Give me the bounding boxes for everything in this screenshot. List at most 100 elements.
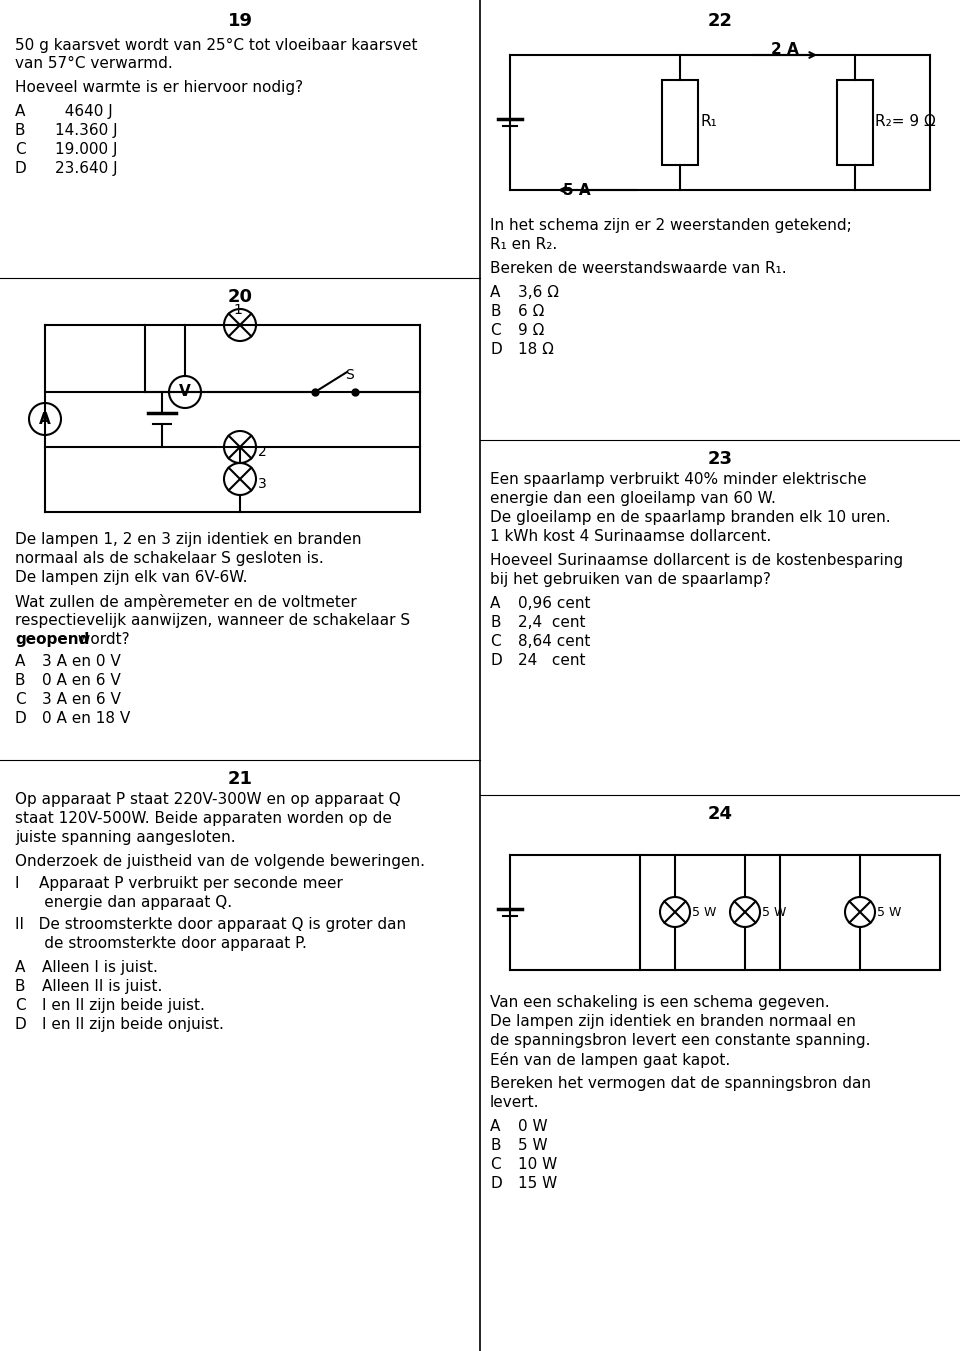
Text: D: D [490,653,502,667]
Text: 0,96 cent: 0,96 cent [518,596,590,611]
Text: 5 A: 5 A [563,182,590,199]
Text: juiste spanning aangesloten.: juiste spanning aangesloten. [15,830,235,844]
Text: 5 W: 5 W [518,1138,547,1152]
Text: 19: 19 [228,12,252,30]
Text: 50 g kaarsvet wordt van 25°C tot vloeibaar kaarsvet: 50 g kaarsvet wordt van 25°C tot vloeiba… [15,38,418,53]
Text: B: B [15,979,26,994]
Text: Een spaarlamp verbruikt 40% minder elektrische: Een spaarlamp verbruikt 40% minder elekt… [490,471,867,486]
Text: A: A [15,961,25,975]
Text: levert.: levert. [490,1096,540,1111]
Text: 5 W: 5 W [877,905,901,919]
Text: II   De stroomsterkte door apparaat Q is groter dan: II De stroomsterkte door apparaat Q is g… [15,917,406,932]
Text: Eén van de lampen gaat kapot.: Eén van de lampen gaat kapot. [490,1052,731,1069]
Text: 0 W: 0 W [518,1119,547,1133]
Text: A: A [15,654,25,669]
Bar [837,80,873,165]
Text: 1 kWh kost 4 Surinaamse dollarcent.: 1 kWh kost 4 Surinaamse dollarcent. [490,530,771,544]
Text: staat 120V-500W. Beide apparaten worden op de: staat 120V-500W. Beide apparaten worden … [15,811,392,825]
Text: Bereken de weerstandswaarde van R₁.: Bereken de weerstandswaarde van R₁. [490,261,786,276]
Text: wordt?: wordt? [73,632,130,647]
Text: B: B [490,615,500,630]
Text: Alleen I is juist.: Alleen I is juist. [42,961,157,975]
Text: B: B [15,673,26,688]
Text: 21: 21 [228,770,252,788]
Text: C: C [490,1156,500,1173]
Text: energie dan een gloeilamp van 60 W.: energie dan een gloeilamp van 60 W. [490,490,776,507]
Text: Alleen II is juist.: Alleen II is juist. [42,979,162,994]
Text: 5 W: 5 W [762,905,786,919]
Text: In het schema zijn er 2 weerstanden getekend;: In het schema zijn er 2 weerstanden gete… [490,218,852,232]
Text: D: D [490,342,502,357]
Text: 3: 3 [258,477,267,490]
Text: respectievelijk aanwijzen, wanneer de schakelaar S: respectievelijk aanwijzen, wanneer de sc… [15,613,410,628]
Text: R₁: R₁ [700,115,717,130]
Text: I    Apparaat P verbruikt per seconde meer: I Apparaat P verbruikt per seconde meer [15,875,343,892]
Text: De lampen 1, 2 en 3 zijn identiek en branden: De lampen 1, 2 en 3 zijn identiek en bra… [15,532,362,547]
Text: D: D [15,1017,27,1032]
Text: A: A [39,412,51,427]
Text: Van een schakeling is een schema gegeven.: Van een schakeling is een schema gegeven… [490,994,829,1011]
Text: 6 Ω: 6 Ω [518,304,544,319]
Text: V: V [180,385,191,400]
Text: C: C [490,634,500,648]
Text: A: A [490,1119,500,1133]
Text: R₁ en R₂.: R₁ en R₂. [490,236,557,253]
Text: Hoeveel Surinaamse dollarcent is de kostenbesparing: Hoeveel Surinaamse dollarcent is de kost… [490,553,903,567]
Text: 14.360 J: 14.360 J [55,123,118,138]
Text: bij het gebruiken van de spaarlamp?: bij het gebruiken van de spaarlamp? [490,571,771,586]
Text: De lampen zijn identiek en branden normaal en: De lampen zijn identiek en branden norma… [490,1015,856,1029]
Text: Op apparaat P staat 220V-300W en op apparaat Q: Op apparaat P staat 220V-300W en op appa… [15,792,400,807]
Text: 5 W: 5 W [692,905,716,919]
Text: Wat zullen de ampèremeter en de voltmeter: Wat zullen de ampèremeter en de voltmete… [15,594,357,611]
Text: Bereken het vermogen dat de spanningsbron dan: Bereken het vermogen dat de spanningsbro… [490,1075,871,1092]
Text: 0 A en 6 V: 0 A en 6 V [42,673,121,688]
Text: B: B [490,1138,500,1152]
Text: energie dan apparaat Q.: energie dan apparaat Q. [15,894,232,911]
Text: C: C [15,998,26,1013]
Text: 3 A en 6 V: 3 A en 6 V [42,692,121,707]
Text: A: A [490,285,500,300]
Text: D: D [490,1175,502,1192]
Text: 15 W: 15 W [518,1175,557,1192]
Text: A: A [15,104,25,119]
Text: C: C [490,323,500,338]
Text: 22: 22 [708,12,732,30]
Text: D: D [15,161,27,176]
Text: Hoeveel warmte is er hiervoor nodig?: Hoeveel warmte is er hiervoor nodig? [15,80,303,95]
Text: 19.000 J: 19.000 J [55,142,117,157]
Text: 3 A en 0 V: 3 A en 0 V [42,654,121,669]
Text: 0 A en 18 V: 0 A en 18 V [42,711,131,725]
Text: 2 A: 2 A [771,42,799,57]
Text: 1: 1 [233,303,243,317]
Text: normaal als de schakelaar S gesloten is.: normaal als de schakelaar S gesloten is. [15,551,324,566]
Text: 23.640 J: 23.640 J [55,161,118,176]
Text: R₂= 9 Ω: R₂= 9 Ω [875,115,936,130]
Text: 3,6 Ω: 3,6 Ω [518,285,559,300]
Text: 23: 23 [708,450,732,467]
Text: B: B [15,123,26,138]
Text: van 57°C verwarmd.: van 57°C verwarmd. [15,55,173,72]
Text: 24   cent: 24 cent [518,653,586,667]
Text: C: C [15,692,26,707]
Text: 4640 J: 4640 J [55,104,112,119]
Text: 9 Ω: 9 Ω [518,323,544,338]
Text: 10 W: 10 W [518,1156,557,1173]
Text: S: S [345,367,353,382]
Text: B: B [490,304,500,319]
Text: 8,64 cent: 8,64 cent [518,634,590,648]
Text: I en II zijn beide juist.: I en II zijn beide juist. [42,998,204,1013]
Text: D: D [15,711,27,725]
Text: De gloeilamp en de spaarlamp branden elk 10 uren.: De gloeilamp en de spaarlamp branden elk… [490,509,891,526]
Text: C: C [15,142,26,157]
Text: de spanningsbron levert een constante spanning.: de spanningsbron levert een constante sp… [490,1034,871,1048]
Bar [662,80,698,165]
Text: de stroomsterkte door apparaat P.: de stroomsterkte door apparaat P. [15,936,307,951]
Text: 20: 20 [228,288,252,305]
Text: Onderzoek de juistheid van de volgende beweringen.: Onderzoek de juistheid van de volgende b… [15,854,425,869]
Text: De lampen zijn elk van 6V-6W.: De lampen zijn elk van 6V-6W. [15,570,248,585]
Text: I en II zijn beide onjuist.: I en II zijn beide onjuist. [42,1017,224,1032]
Text: 2,4  cent: 2,4 cent [518,615,586,630]
Text: 24: 24 [708,805,732,823]
Text: 2: 2 [258,444,267,459]
Text: A: A [490,596,500,611]
